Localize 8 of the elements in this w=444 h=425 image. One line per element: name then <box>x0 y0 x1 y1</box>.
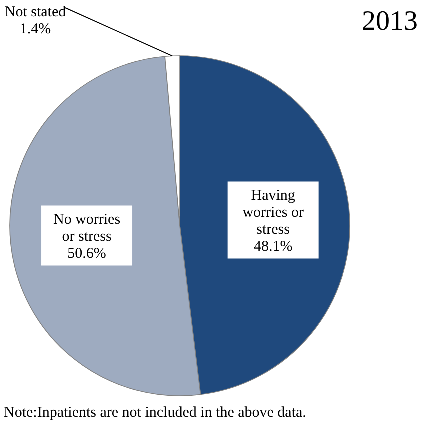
slice-label: Not stated <box>4 4 67 20</box>
slice-label: No worries or stress <box>53 212 121 245</box>
slice-label: Having worries or stress <box>242 188 304 238</box>
text: Note:Inpatients are not included in the above data. <box>4 405 306 421</box>
data-label: 1.4% <box>20 22 52 38</box>
data-label: 50.6% <box>68 246 106 262</box>
chart-title: 2013 <box>362 6 418 37</box>
data-label: 48.1% <box>254 238 293 255</box>
